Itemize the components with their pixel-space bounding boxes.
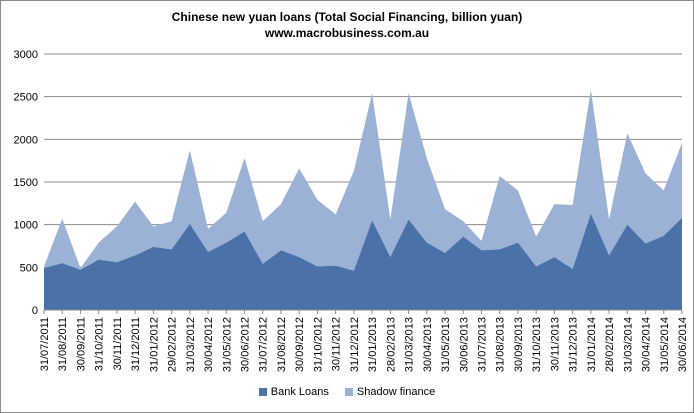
legend-label-bank-loans: Bank Loans	[270, 386, 329, 398]
x-tick-label: 31/07/2012	[258, 317, 270, 372]
x-tick-label: 31/03/2014	[622, 317, 634, 372]
legend-label-shadow-finance: Shadow finance	[356, 386, 436, 398]
x-tick-label: 31/07/2011	[39, 317, 51, 371]
x-tick-label: 28/02/2014	[604, 317, 616, 372]
x-tick-label: 31/12/2012	[349, 317, 361, 372]
x-tick-label: 31/12/2011	[130, 317, 142, 371]
chart-subtitle: www.macrobusiness.com.au	[264, 26, 430, 40]
x-tick-label: 31/07/2013	[476, 317, 488, 372]
x-tick-label: 30/11/2012	[331, 317, 343, 371]
series-area-bank-loans	[44, 213, 682, 310]
legend-swatch-bank-loans	[258, 388, 267, 396]
x-tick-label: 31/12/2013	[568, 317, 580, 372]
series-area-shadow-finance	[44, 89, 682, 271]
x-tick-label: 30/04/2012	[203, 317, 215, 372]
legend-item-shadow-finance: Shadow finance	[344, 386, 436, 398]
x-tick-label: 31/08/2012	[276, 317, 288, 372]
chart-legend: Bank Loans Shadow finance	[0, 386, 694, 398]
x-tick-label: 30/06/2012	[240, 317, 252, 372]
y-tick-label: 500	[20, 262, 38, 274]
x-tick-label: 30/09/2011	[75, 317, 87, 371]
x-tick-label: 31/10/2012	[312, 317, 324, 372]
y-tick-label: 2500	[14, 92, 38, 104]
legend-item-bank-loans: Bank Loans	[258, 386, 329, 398]
x-tick-label: 31/01/2014	[586, 317, 598, 372]
x-tick-label: 31/03/2012	[185, 317, 197, 372]
x-tick-label: 31/08/2013	[495, 317, 507, 372]
x-tick-label: 30/09/2013	[513, 317, 525, 372]
legend-swatch-shadow-finance	[344, 388, 353, 396]
x-tick-label: 31/01/2012	[148, 317, 160, 372]
x-tick-label: 30/06/2013	[458, 317, 470, 372]
x-tick-label: 28/02/2013	[385, 317, 397, 372]
y-tick-label: 1000	[14, 220, 38, 232]
x-tick-label: 30/11/2013	[549, 317, 561, 371]
x-tick-label: 30/11/2011	[112, 317, 124, 370]
x-tick-label: 30/09/2012	[294, 317, 306, 372]
y-tick-label: 1500	[14, 177, 38, 189]
x-tick-label: 31/05/2012	[221, 317, 233, 372]
x-tick-label: 31/10/2011	[94, 317, 106, 371]
x-tick-label: 30/06/2014	[677, 317, 689, 372]
x-tick-label: 30/04/2014	[641, 317, 653, 372]
y-tick-label: 2000	[14, 134, 38, 146]
x-tick-label: 31/10/2013	[531, 317, 543, 372]
x-tick-label: 30/04/2013	[422, 317, 434, 372]
chart-title-block: Chinese new yuan loans (Total Social Fin…	[0, 9, 694, 41]
x-tick-label: 31/03/2013	[404, 317, 416, 372]
x-tick-label: 31/08/2011	[57, 317, 69, 371]
x-tick-label: 31/05/2013	[440, 317, 452, 372]
x-tick-label: 31/01/2013	[367, 317, 379, 372]
chart-title: Chinese new yuan loans (Total Social Fin…	[171, 10, 523, 24]
x-tick-label: 29/02/2012	[167, 317, 179, 372]
x-tick-label: 31/05/2014	[659, 317, 671, 372]
y-tick-label: 0	[32, 305, 38, 317]
y-tick-label: 3000	[14, 49, 38, 61]
